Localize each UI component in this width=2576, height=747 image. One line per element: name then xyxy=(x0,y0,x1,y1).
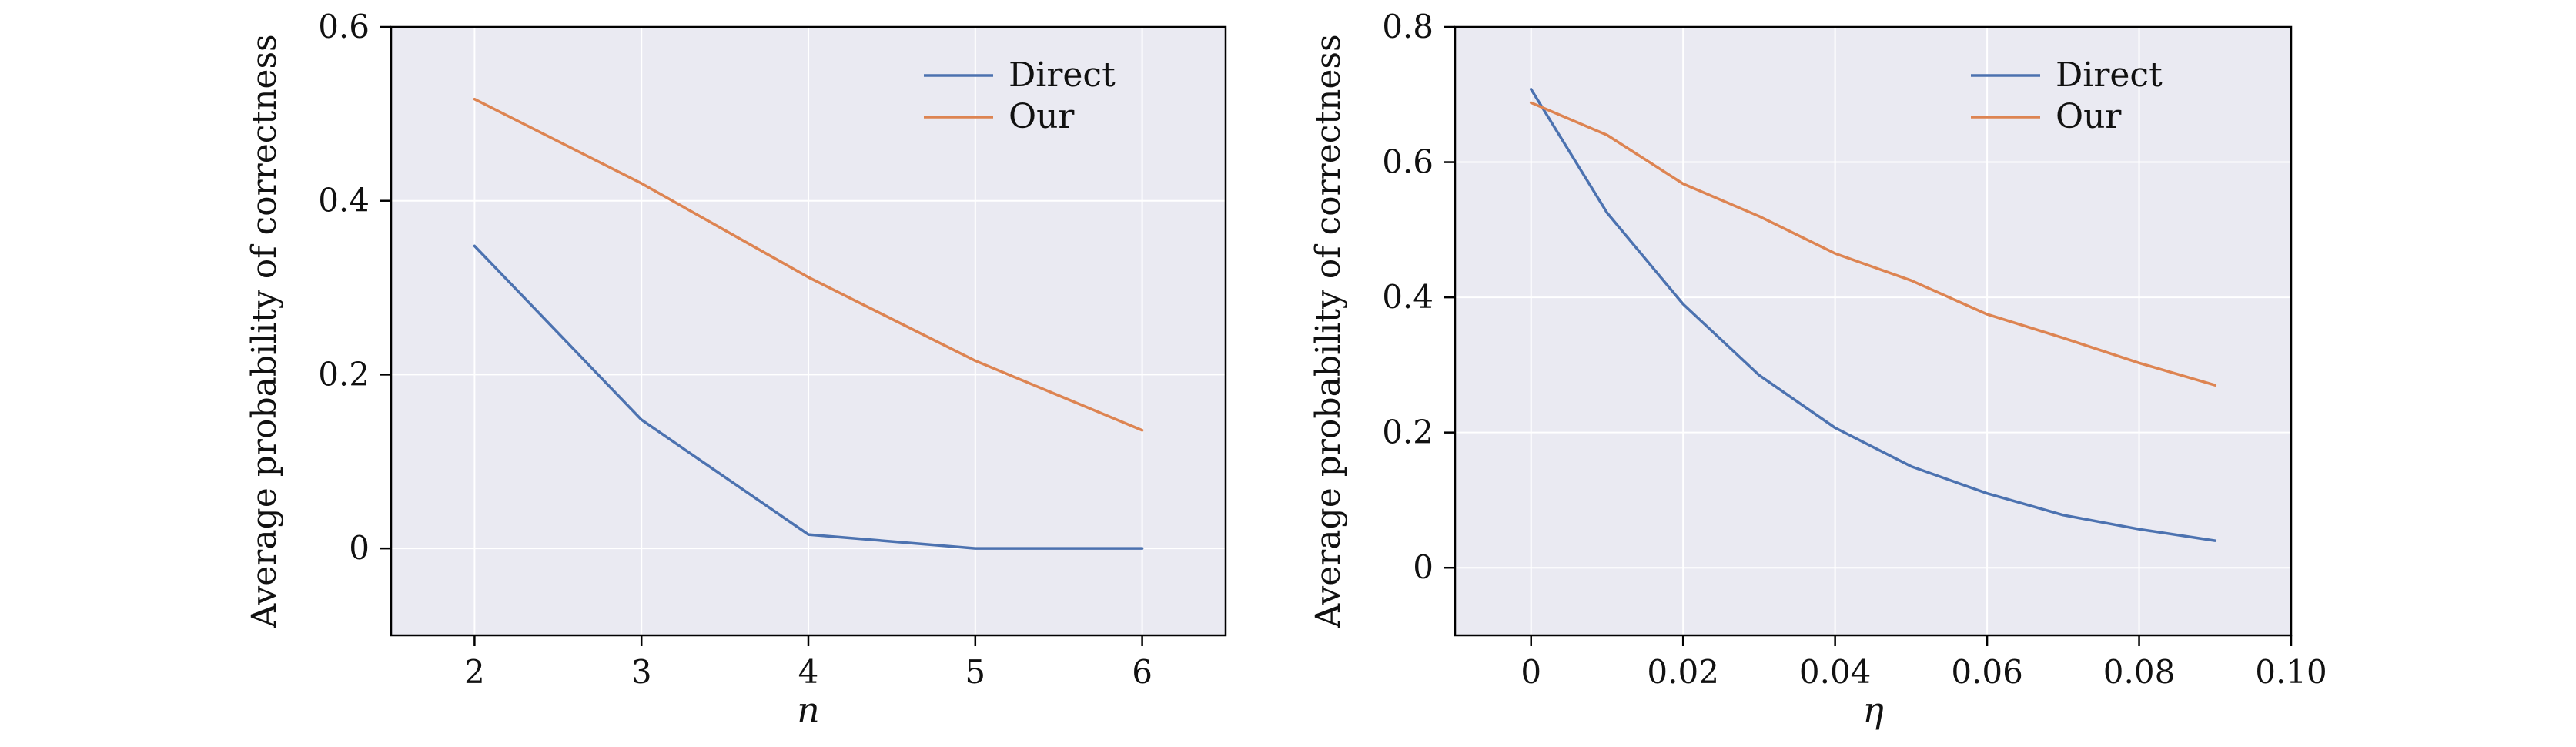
plot-background xyxy=(1455,27,2291,635)
y-tick-label: 0.2 xyxy=(318,355,370,393)
chart-panel-2: 0 0.02 0.04 0.06 0.08 0.10 0 0.2 0.4 0.6 0.8 η Avera… xyxy=(1309,8,2327,731)
x-axis-title: η xyxy=(1862,689,1884,731)
x-tick-label: 2 xyxy=(464,653,485,691)
x-axis-title: n xyxy=(797,689,820,731)
legend-label-direct: Direct xyxy=(2056,55,2163,95)
y-tick-label: 0.2 xyxy=(1382,414,1434,451)
x-tick-label: 6 xyxy=(1132,653,1153,691)
x-tick-label: 0.10 xyxy=(2255,653,2327,691)
x-tick-label: 0.02 xyxy=(1647,653,1719,691)
y-tick-label: 0.4 xyxy=(1382,278,1434,316)
y-axis-title: Average probability of correctness xyxy=(1309,34,1348,628)
y-tick-label: 0.8 xyxy=(1382,8,1434,45)
chart-panel-1: 2 3 4 5 6 0 0.2 0.4 0.6 n Average probability of c… xyxy=(245,8,1226,731)
y-axis-title: Average probability of correctness xyxy=(245,34,284,628)
legend-label-direct: Direct xyxy=(1009,55,1116,95)
y-tick-label: 0 xyxy=(349,529,370,567)
y-tick-label: 0 xyxy=(1413,548,1434,586)
y-tick-label: 0.6 xyxy=(318,8,370,45)
x-tick-label: 0.08 xyxy=(2103,653,2176,691)
y-tick-label: 0.4 xyxy=(318,182,370,219)
x-tick-label: 3 xyxy=(631,653,652,691)
legend-label-our: Our xyxy=(1009,97,1075,136)
x-tick-label: 4 xyxy=(798,653,819,691)
x-tick-label: 0.06 xyxy=(1951,653,2023,691)
x-tick-label: 0 xyxy=(1521,653,1541,691)
y-tick-label: 0.6 xyxy=(1382,143,1434,181)
x-tick-label: 0.04 xyxy=(1799,653,1872,691)
x-tick-label: 5 xyxy=(965,653,985,691)
legend-label-our: Our xyxy=(2056,97,2122,136)
